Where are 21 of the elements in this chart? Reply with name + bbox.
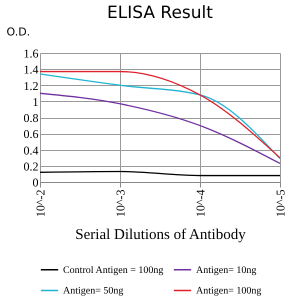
line-series: [39, 92, 281, 164]
x-tick-label: 10^-4: [194, 190, 208, 218]
legend-label: Control Antigen = 100ng: [63, 264, 164, 276]
y-tick-label: 1.2: [24, 78, 38, 93]
y-tick-label: 0.6: [24, 127, 38, 142]
x-tick-label: 10^-2: [34, 190, 48, 218]
y-tick-label: 1: [32, 94, 38, 109]
legend-label: Antigen= 100ng: [196, 286, 262, 296]
legend-label: Antigen= 10ng: [196, 264, 256, 276]
x-tick-label: 10^-5: [274, 190, 288, 218]
x-tick-label: 10^-3: [114, 190, 128, 218]
y-axis-title: O.D.: [6, 26, 30, 38]
y-tick-label: 0.2: [24, 159, 38, 174]
legend-label: Antigen= 50ng: [63, 286, 124, 296]
x-axis-title: Serial Dilutions of Antibody: [75, 227, 246, 244]
y-tick-label: 1.4: [24, 62, 38, 77]
y-tick-label: 0.4: [24, 143, 38, 158]
y-tick-label: 0.8: [24, 111, 38, 125]
y-tick-label: 0: [32, 176, 38, 190]
y-tick-label: 1.6: [24, 46, 38, 60]
chart-title: ELISA Result: [107, 3, 214, 23]
